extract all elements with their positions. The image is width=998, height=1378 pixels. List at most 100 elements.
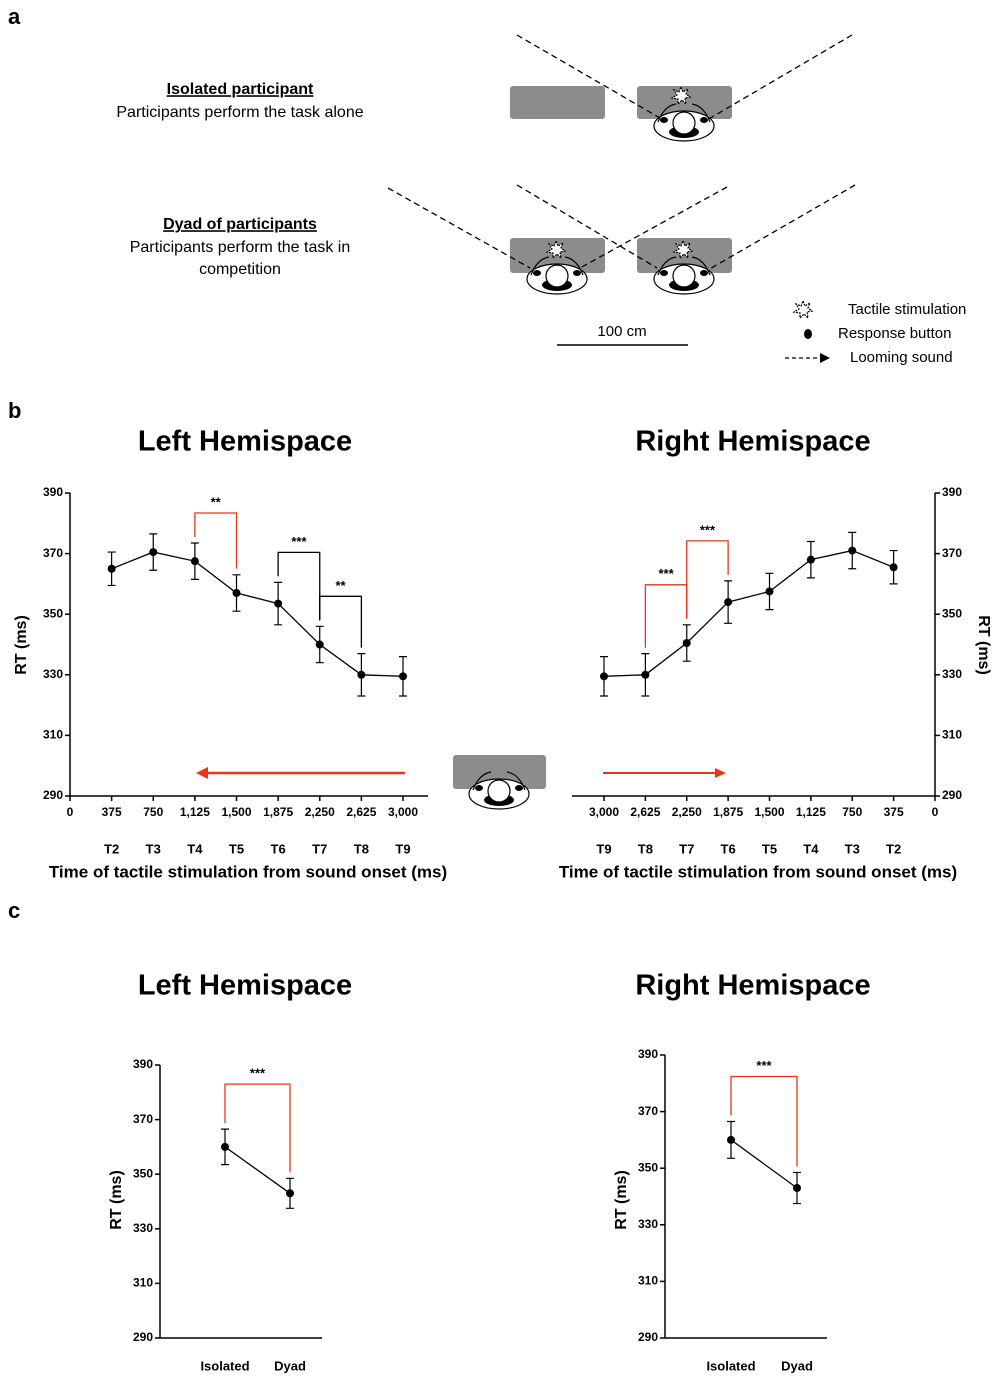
legend-icon (794, 301, 812, 318)
phase-label: T7 (679, 841, 694, 856)
x-tick-label: 2,250 (305, 805, 335, 819)
direction-arrow (715, 768, 726, 778)
significance-label: ** (211, 494, 222, 509)
significance-bracket (225, 1084, 290, 1172)
chart-title: Left Hemispace (138, 970, 352, 1002)
y-tick-label: 290 (942, 788, 962, 802)
x-tick-label: 3,000 (589, 805, 619, 819)
y-tick-label: 290 (133, 1330, 153, 1344)
data-point (641, 671, 649, 679)
phase-label: T4 (187, 841, 203, 856)
data-line (604, 551, 894, 677)
x-tick-label: 375 (884, 805, 904, 819)
significance-bracket (320, 596, 362, 647)
x-tick-label: 2,625 (630, 805, 660, 819)
data-point (316, 641, 324, 649)
phase-label: T7 (312, 841, 327, 856)
data-point (683, 639, 691, 647)
x-tick-label: 3,000 (388, 805, 418, 819)
y-tick-label: 310 (43, 728, 63, 742)
data-point (274, 600, 282, 608)
y-tick-label: 350 (942, 606, 962, 620)
x-tick-label: 750 (143, 805, 163, 819)
data-point (149, 548, 157, 556)
significance-label: *** (291, 534, 307, 549)
phase-label: T8 (638, 841, 653, 856)
panel-label: b (8, 398, 21, 423)
phase-label: T9 (596, 841, 611, 856)
data-line (731, 1140, 797, 1188)
y-tick-label: 330 (638, 1217, 658, 1231)
y-tick-label: 370 (133, 1112, 153, 1126)
phase-label: T3 (146, 841, 161, 856)
significance-label: *** (658, 566, 674, 581)
data-point (399, 672, 407, 680)
data-point (108, 565, 116, 573)
phase-label: T6 (721, 841, 736, 856)
condition-desc: competition (199, 261, 281, 278)
y-tick-label: 370 (638, 1104, 658, 1118)
data-point (793, 1184, 801, 1192)
data-point (890, 563, 898, 571)
legend-label: Looming sound (850, 349, 953, 366)
y-tick-label: 390 (133, 1057, 153, 1071)
data-line (225, 1147, 290, 1193)
data-point (221, 1143, 229, 1151)
x-tick-label: 750 (842, 805, 862, 819)
y-axis-label: RT (ms) (975, 615, 992, 675)
x-tick-label: 375 (102, 805, 122, 819)
x-tick-label: 1,125 (180, 805, 210, 819)
x-tick-label: 2,250 (672, 805, 702, 819)
legend-label: Tactile stimulation (848, 301, 966, 318)
data-point (766, 587, 774, 595)
significance-bracket (195, 513, 237, 569)
data-point (233, 589, 241, 597)
looming-sound-lines (388, 35, 855, 270)
table (510, 86, 605, 119)
phase-label: T2 (886, 841, 901, 856)
phase-label: T9 (395, 841, 410, 856)
panel-label: c (8, 898, 20, 923)
x-tick-label: 2,625 (346, 805, 376, 819)
y-tick-label: 310 (133, 1276, 153, 1290)
diagram: Isolated participant Participants perfor… (116, 35, 966, 366)
x-tick-label: Dyad (274, 1358, 306, 1373)
phase-label: T3 (845, 841, 860, 856)
significance-label: ** (336, 578, 347, 593)
y-tick-label: 290 (638, 1330, 658, 1344)
x-axis-label: Time of tactile stimulation from sound o… (559, 862, 957, 881)
x-tick-label: Isolated (706, 1358, 755, 1373)
x-tick-label: Isolated (200, 1358, 249, 1373)
legend-icon (820, 353, 830, 363)
phase-label: T4 (803, 841, 819, 856)
panel-label: a (8, 4, 21, 29)
figure: a b c Isolated participant Participants … (0, 0, 998, 1378)
y-tick-label: 330 (133, 1221, 153, 1235)
significance-bracket (687, 541, 728, 619)
data-point (357, 671, 365, 679)
data-point (727, 1136, 735, 1144)
y-tick-label: 370 (43, 546, 63, 560)
significance-bracket (731, 1077, 797, 1167)
x-tick-label: 1,500 (754, 805, 784, 819)
x-tick-label: 1,875 (713, 805, 743, 819)
x-tick-label: 1,125 (796, 805, 826, 819)
chart: Left Hemispace290310330350370390RT (ms)I… (108, 970, 352, 1374)
chart-title: Right Hemispace (635, 426, 870, 458)
y-tick-label: 310 (638, 1274, 658, 1288)
y-tick-label: 290 (43, 788, 63, 802)
x-tick-label: 1,500 (221, 805, 251, 819)
data-point (848, 547, 856, 555)
y-axis-label: RT (ms) (108, 1170, 125, 1230)
x-axis-label: Time of tactile stimulation from sound o… (49, 862, 447, 881)
y-tick-label: 390 (43, 485, 63, 499)
scale-label: 100 cm (597, 323, 646, 340)
y-tick-label: 330 (942, 667, 962, 681)
x-tick-label: Dyad (781, 1358, 813, 1373)
condition-desc: Participants perform the task in (130, 239, 351, 256)
y-tick-label: 310 (942, 728, 962, 742)
data-point (807, 556, 815, 564)
direction-arrow (196, 767, 208, 779)
